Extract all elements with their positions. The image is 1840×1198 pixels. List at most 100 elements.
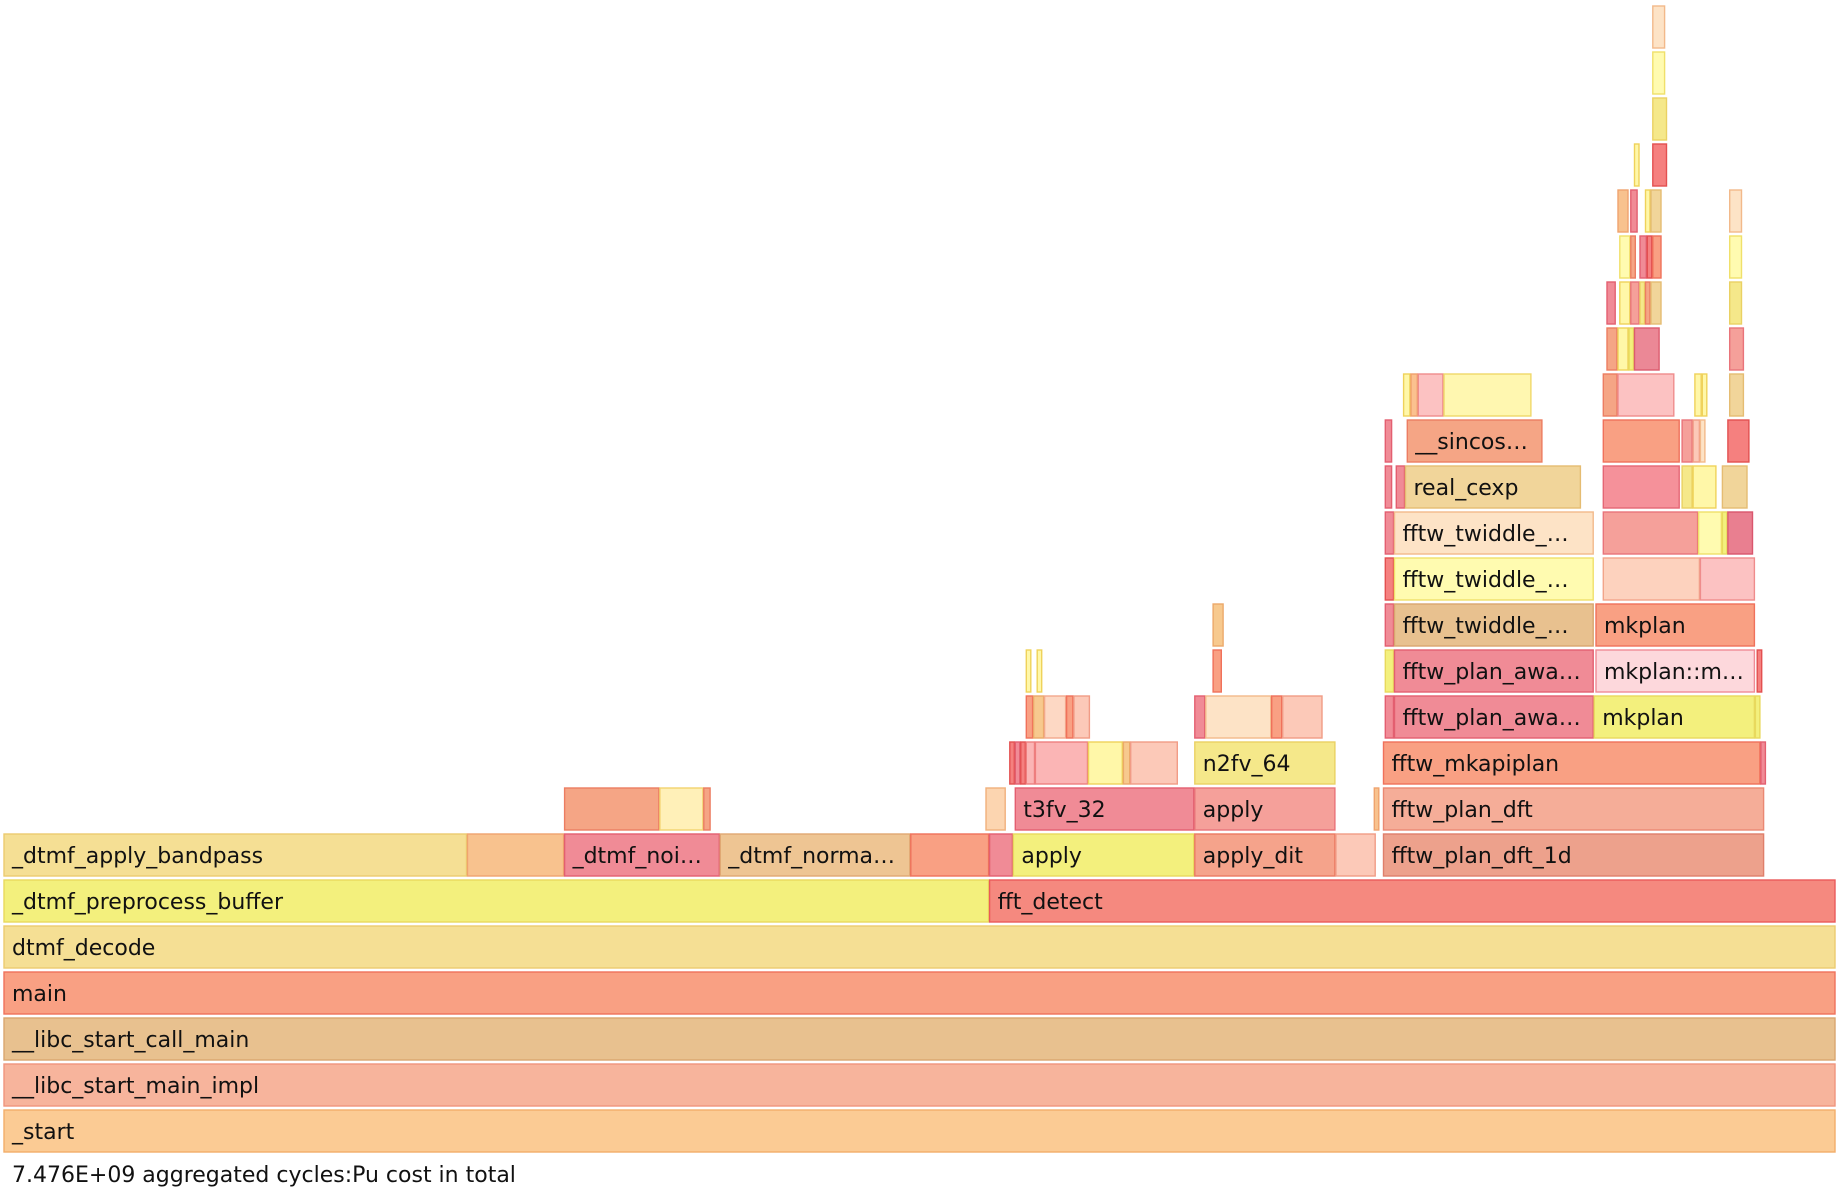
frame-rect[interactable]: [1402, 373, 1411, 417]
frame-rect[interactable]: [988, 879, 1836, 923]
frame[interactable]: [1335, 833, 1376, 877]
frame[interactable]: fftw_plan_awa…: [1393, 695, 1594, 739]
frame-rect[interactable]: [3, 925, 1836, 969]
frame[interactable]: apply: [1194, 787, 1336, 831]
frame[interactable]: __libc_start_call_main: [3, 1017, 1836, 1061]
frame-rect[interactable]: [3, 833, 468, 877]
frame[interactable]: [1650, 189, 1662, 233]
frame[interactable]: [1036, 649, 1043, 693]
frame[interactable]: _dtmf_noi…: [563, 833, 720, 877]
frame[interactable]: [1630, 281, 1640, 325]
frame-rect[interactable]: [1129, 741, 1178, 785]
frame[interactable]: [985, 787, 1006, 831]
frame[interactable]: [1617, 189, 1629, 233]
frame[interactable]: [1699, 557, 1756, 601]
frame-rect[interactable]: [1382, 833, 1765, 877]
frame[interactable]: [659, 787, 704, 831]
frame[interactable]: [1384, 695, 1395, 739]
frame[interactable]: [1025, 649, 1032, 693]
frame[interactable]: [1020, 741, 1026, 785]
frame-rect[interactable]: [719, 833, 911, 877]
frame-rect[interactable]: [1014, 787, 1195, 831]
frame[interactable]: real_cexp: [1404, 465, 1582, 509]
frame[interactable]: [1025, 695, 1034, 739]
frame[interactable]: [1384, 419, 1393, 463]
frame[interactable]: [1644, 189, 1651, 233]
frame-rect[interactable]: [1393, 511, 1594, 555]
frame[interactable]: [1384, 603, 1395, 647]
frame-rect[interactable]: [1727, 419, 1750, 463]
frame-rect[interactable]: [1025, 695, 1034, 739]
frame-rect[interactable]: [1619, 281, 1631, 325]
frame-rect[interactable]: [1393, 695, 1594, 739]
frame[interactable]: [1728, 235, 1743, 279]
frame-rect[interactable]: [1073, 695, 1091, 739]
frame[interactable]: [1630, 189, 1638, 233]
frame[interactable]: mkplan: [1593, 695, 1756, 739]
frame-rect[interactable]: [1756, 649, 1763, 693]
frame-rect[interactable]: [1754, 695, 1761, 739]
frame[interactable]: fftw_plan_dft: [1382, 787, 1765, 831]
frame-rect[interactable]: [1395, 465, 1406, 509]
frame-rect[interactable]: [1384, 649, 1395, 693]
frame-rect[interactable]: [1644, 189, 1651, 233]
frame[interactable]: [1194, 695, 1206, 739]
frame-rect[interactable]: [1639, 235, 1648, 279]
frame[interactable]: [1754, 695, 1761, 739]
frame[interactable]: _dtmf_preprocess_buffer: [3, 879, 990, 923]
frame[interactable]: [1697, 511, 1723, 555]
frame-rect[interactable]: [1384, 511, 1395, 555]
frame[interactable]: [1630, 235, 1637, 279]
frame-rect[interactable]: [1194, 787, 1336, 831]
frame[interactable]: [1087, 741, 1123, 785]
frame-rect[interactable]: [1650, 281, 1662, 325]
frame[interactable]: [1270, 695, 1283, 739]
frame-rect[interactable]: [1281, 695, 1323, 739]
frame-rect[interactable]: [1652, 51, 1666, 95]
frame[interactable]: fftw_twiddle_…: [1393, 557, 1594, 601]
frame[interactable]: [1692, 465, 1717, 509]
frame-rect[interactable]: [1009, 741, 1015, 785]
frame-rect[interactable]: [1619, 235, 1631, 279]
frame-rect[interactable]: [1205, 695, 1272, 739]
frame-rect[interactable]: [1194, 741, 1336, 785]
frame[interactable]: [1395, 465, 1406, 509]
frame-rect[interactable]: [1633, 143, 1640, 187]
frame[interactable]: t3fv_32: [1014, 787, 1195, 831]
frame-rect[interactable]: [1417, 373, 1444, 417]
frame-rect[interactable]: [1681, 465, 1693, 509]
frame-rect[interactable]: [1593, 695, 1756, 739]
frame-rect[interactable]: [1122, 741, 1131, 785]
frame[interactable]: [1417, 373, 1444, 417]
frame[interactable]: apply: [1012, 833, 1195, 877]
frame[interactable]: [1701, 373, 1708, 417]
frame-rect[interactable]: [1628, 327, 1635, 371]
frame-rect[interactable]: [1721, 511, 1728, 555]
frame-rect[interactable]: [1727, 511, 1754, 555]
frame[interactable]: [1644, 281, 1651, 325]
frame[interactable]: [1602, 465, 1680, 509]
frame[interactable]: [1756, 649, 1763, 693]
frame[interactable]: fftw_twiddle_…: [1393, 511, 1594, 555]
frame-rect[interactable]: [1212, 649, 1222, 693]
frame-rect[interactable]: [1384, 419, 1393, 463]
frame[interactable]: [1212, 603, 1224, 647]
frame[interactable]: apply_dit: [1194, 833, 1336, 877]
frame[interactable]: [1384, 557, 1395, 601]
frame[interactable]: [1652, 143, 1668, 187]
frame-rect[interactable]: [1630, 189, 1638, 233]
frame-rect[interactable]: [1606, 327, 1618, 371]
frame-rect[interactable]: [988, 833, 1014, 877]
frame[interactable]: [1694, 373, 1702, 417]
frame[interactable]: main: [3, 971, 1836, 1015]
frame[interactable]: [1410, 373, 1419, 417]
frame[interactable]: [1628, 327, 1635, 371]
frame-rect[interactable]: [1681, 419, 1693, 463]
frame-rect[interactable]: [1644, 281, 1651, 325]
frame-rect[interactable]: [1606, 281, 1616, 325]
frame-rect[interactable]: [1384, 603, 1395, 647]
frame[interactable]: mkplan::m…: [1595, 649, 1756, 693]
frame[interactable]: [1652, 235, 1662, 279]
frame[interactable]: [1402, 373, 1411, 417]
frame[interactable]: fftw_plan_awa…: [1393, 649, 1594, 693]
